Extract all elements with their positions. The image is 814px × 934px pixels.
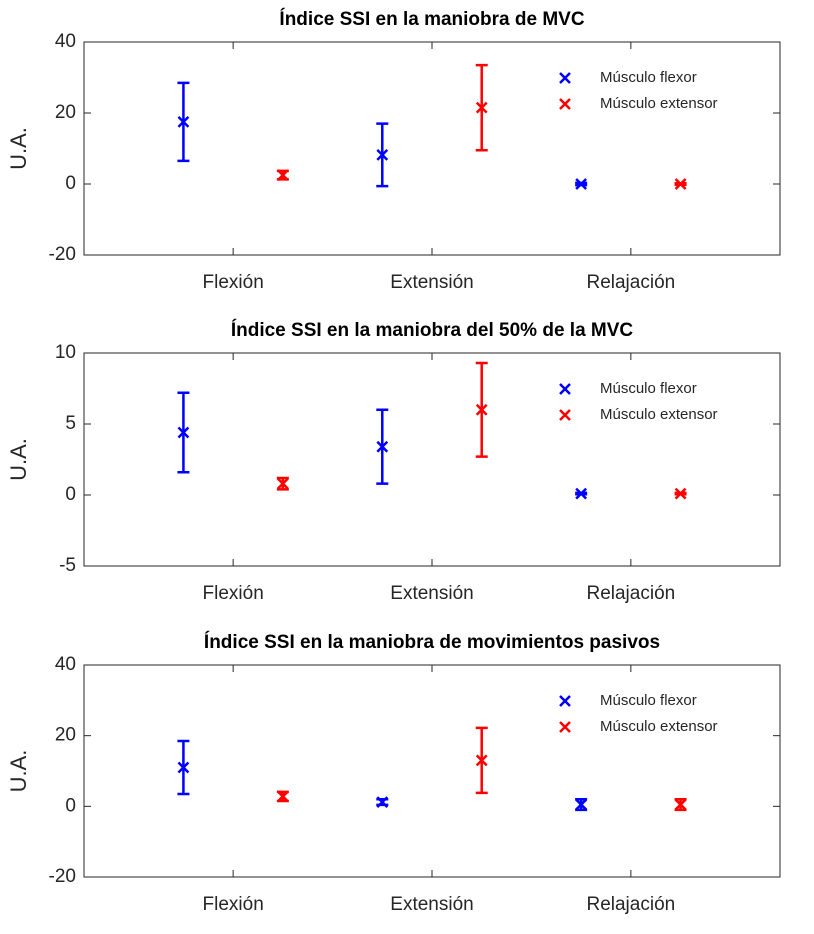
chart-title: Índice SSI en la maniobra de MVC [279, 8, 584, 30]
x-tick-label: Extensión [390, 583, 473, 604]
marker [376, 149, 389, 161]
y-tick-label: 40 [55, 654, 76, 675]
subplot: Índice SSI en la maniobra de movimientos… [6, 631, 781, 915]
marker [276, 477, 289, 490]
x-tick-label: Relajación [586, 272, 675, 293]
subplot: Índice SSI en la maniobra del 50% de la … [6, 319, 781, 604]
y-tick-label: 20 [55, 725, 76, 746]
marker [575, 178, 588, 190]
legend-label: Músculo extensor [600, 95, 718, 112]
legend-marker [559, 383, 571, 395]
marker [376, 796, 389, 808]
y-tick-label: -5 [59, 555, 76, 576]
legend-label: Músculo flexor [600, 380, 697, 397]
marker [575, 798, 588, 811]
legend-label: Músculo flexor [600, 69, 697, 86]
marker [575, 487, 588, 500]
x-tick-label: Relajación [586, 894, 675, 915]
legend-label: Músculo flexor [600, 692, 697, 709]
x-tick-label: Extensión [390, 894, 473, 915]
legend-marker [559, 409, 571, 421]
x-tick-label: Flexión [203, 272, 264, 293]
legend-marker [559, 695, 571, 707]
marker [177, 426, 190, 439]
legend-marker [559, 98, 571, 110]
y-axis-label: U.A. [6, 438, 31, 481]
x-tick-label: Relajación [586, 583, 675, 604]
marker [276, 169, 289, 182]
x-tick-label: Extensión [390, 272, 473, 293]
marker [475, 101, 488, 114]
chart-title: Índice SSI en la maniobra de movimientos… [204, 631, 660, 653]
marker [475, 403, 488, 416]
y-tick-label: 0 [65, 484, 76, 505]
subplot: Índice SSI en la maniobra de MVC U.A. -20 0… [6, 8, 781, 293]
marker [674, 798, 687, 811]
y-tick-label: 40 [55, 31, 76, 52]
y-axis-label: U.A. [6, 750, 31, 793]
marker [276, 790, 289, 803]
marker [376, 440, 389, 453]
marker [674, 487, 687, 500]
y-axis-label: U.A. [6, 127, 31, 170]
y-tick-label: -20 [49, 244, 76, 265]
y-tick-label: 20 [55, 102, 76, 123]
marker [177, 115, 190, 128]
x-tick-label: Flexión [203, 583, 264, 604]
marker [674, 178, 687, 190]
legend-marker [559, 721, 571, 733]
y-tick-label: 10 [55, 342, 76, 363]
legend-label: Músculo extensor [600, 406, 718, 423]
y-tick-label: -20 [49, 866, 76, 887]
legend-marker [559, 72, 571, 84]
y-tick-label: 0 [65, 795, 76, 816]
marker [475, 754, 488, 767]
y-tick-label: 5 [65, 413, 76, 434]
chart-title: Índice SSI en la maniobra del 50% de la … [231, 319, 634, 341]
x-tick-label: Flexión [203, 894, 264, 915]
legend-label: Músculo extensor [600, 718, 718, 735]
y-tick-label: 0 [65, 173, 76, 194]
marker [177, 761, 190, 774]
